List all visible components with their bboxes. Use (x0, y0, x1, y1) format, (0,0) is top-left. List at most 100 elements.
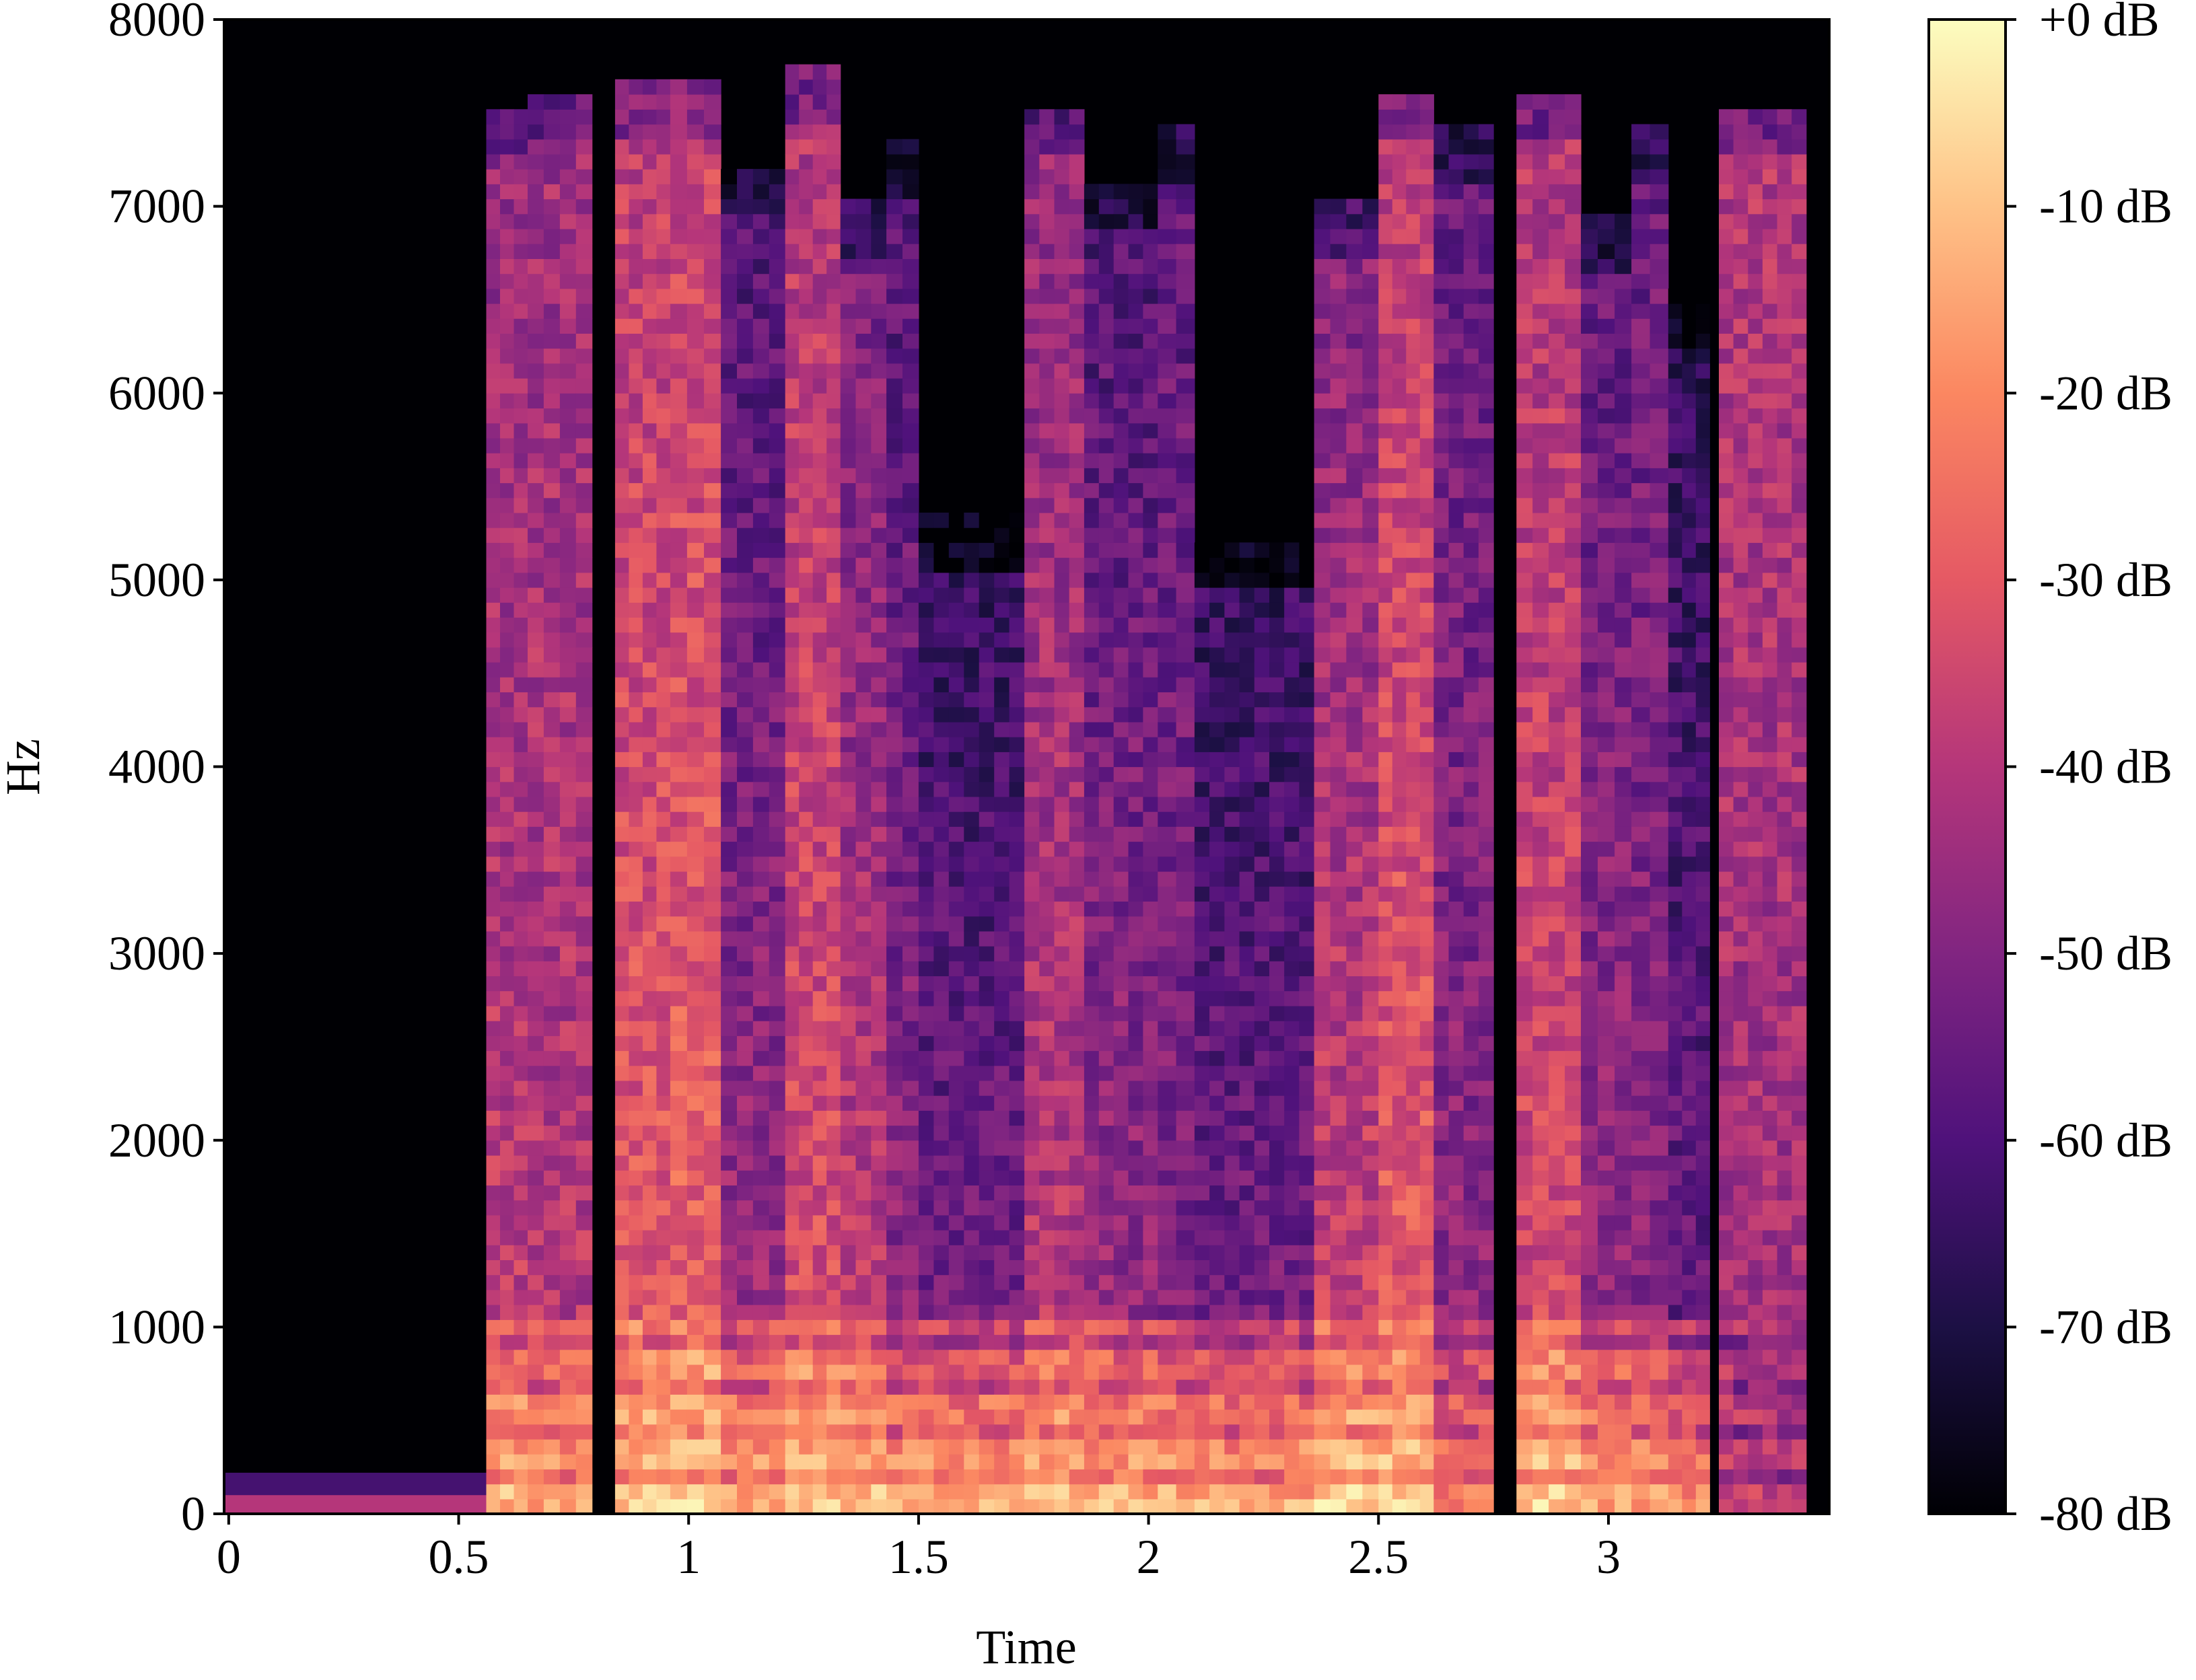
spectrogram-bin (1254, 990, 1270, 1007)
spectrogram-bin (543, 557, 561, 573)
spectrogram-bin (559, 408, 577, 424)
spectrogram-bin (785, 811, 800, 827)
spectrogram-bin (513, 1125, 528, 1141)
spectrogram-bin (486, 527, 501, 543)
spectrogram-bin (1254, 692, 1270, 708)
spectrogram-bin (656, 79, 671, 95)
spectrogram-bin (1069, 587, 1085, 603)
spectrogram-bin (752, 1469, 770, 1485)
spectrogram-bin (629, 393, 643, 409)
spectrogram-bin (1113, 1469, 1129, 1485)
spectrogram-bin (871, 1454, 887, 1469)
spectrogram-bin (1176, 1438, 1195, 1455)
spectrogram-bin (1346, 602, 1363, 618)
spectrogram-bin (886, 1050, 903, 1066)
spectrogram-bin (752, 1140, 770, 1156)
spectrogram-bin (1009, 930, 1025, 947)
spectrogram-bin (1378, 1050, 1393, 1066)
spectrogram-bin (994, 602, 1010, 618)
spectrogram-bin (933, 1035, 950, 1052)
spectrogram-bin (575, 184, 593, 200)
spectrogram-bin (1299, 632, 1315, 648)
spectrogram-bin (575, 169, 593, 184)
spectrogram-bin (855, 244, 872, 259)
spectrogram-bin (486, 303, 501, 319)
spectrogram-bin (486, 1424, 501, 1440)
spectrogram-bin (543, 961, 561, 976)
spectrogram-bin (933, 1259, 950, 1276)
spectrogram-bin (948, 826, 964, 842)
spectrogram-bin (543, 512, 561, 528)
spectrogram-bin (994, 1469, 1010, 1485)
spectrogram-bin (704, 826, 721, 842)
spectrogram-bin (721, 393, 738, 409)
spectrogram-bin (500, 1200, 515, 1216)
spectrogram-bin (994, 1334, 1010, 1350)
spectrogram-bin (614, 990, 629, 1007)
spectrogram-bin (686, 273, 705, 289)
spectrogram-bin (1330, 841, 1347, 857)
spectrogram-bin (721, 1305, 738, 1320)
spectrogram-bin (1194, 1035, 1210, 1052)
spectrogram-bin (752, 946, 770, 961)
spectrogram-bin (629, 961, 643, 976)
spectrogram-bin (785, 572, 800, 588)
spectrogram-bin (979, 512, 995, 528)
spectrogram-bin (1084, 990, 1100, 1007)
spectrogram-bin (769, 1095, 786, 1111)
spectrogram-bin (486, 826, 501, 842)
spectrogram-bin (704, 1379, 721, 1395)
spectrogram-bin (902, 1305, 919, 1320)
spectrogram-bin (1378, 1200, 1393, 1216)
spectrogram-bin (918, 1021, 934, 1036)
spectrogram-bin (1098, 1170, 1114, 1185)
spectrogram-bin (629, 79, 643, 95)
spectrogram-bin (486, 1334, 501, 1350)
spectrogram-bin (686, 1095, 705, 1111)
spectrogram-bin (1176, 841, 1195, 857)
spectrogram-bin (752, 677, 770, 692)
spectrogram-bin (1314, 303, 1331, 319)
spectrogram-bin (948, 781, 964, 797)
spectrogram-bin (1224, 781, 1240, 797)
spectrogram-bin (1113, 961, 1129, 976)
spectrogram-bin (918, 1170, 934, 1185)
spectrogram-bin (642, 1050, 657, 1066)
spectrogram-bin (1254, 901, 1270, 917)
spectrogram-bin (1314, 213, 1331, 229)
spectrogram-bin (543, 587, 561, 603)
spectrogram-bin (871, 811, 887, 827)
spectrogram-bin (704, 841, 721, 857)
spectrogram-bin (840, 737, 857, 752)
spectrogram-bin (964, 1065, 980, 1081)
spectrogram-bin (826, 1364, 841, 1380)
spectrogram-bin (614, 1274, 629, 1290)
spectrogram-bin (1314, 916, 1331, 932)
spectrogram-bin (528, 677, 544, 692)
spectrogram-bin (812, 662, 827, 678)
spectrogram-bin (686, 1110, 705, 1126)
spectrogram-bin (543, 811, 561, 827)
spectrogram-bin (704, 497, 721, 513)
spectrogram-bin (812, 423, 827, 439)
spectrogram-bin (1158, 318, 1177, 334)
spectrogram-bin (1098, 1364, 1114, 1380)
spectrogram-bin (486, 811, 501, 827)
spectrogram-bin (1239, 1484, 1255, 1500)
spectrogram-bin (1209, 692, 1225, 708)
spectrogram-bin (1346, 1409, 1363, 1425)
spectrogram-bin (933, 1289, 950, 1305)
spectrogram-bin (656, 572, 671, 588)
spectrogram-bin (886, 692, 903, 708)
spectrogram-bin (871, 468, 887, 484)
spectrogram-bin (513, 1334, 528, 1350)
spectrogram-bin (1069, 437, 1085, 453)
spectrogram-bin (785, 856, 800, 872)
spectrogram-bin (1224, 1394, 1240, 1410)
spectrogram-bin (642, 363, 657, 379)
spectrogram-bin (1098, 721, 1114, 737)
spectrogram-bin (826, 632, 841, 648)
spectrogram-bin (721, 482, 738, 499)
spectrogram-bin (994, 826, 1010, 842)
spectrogram-bin (886, 378, 903, 394)
